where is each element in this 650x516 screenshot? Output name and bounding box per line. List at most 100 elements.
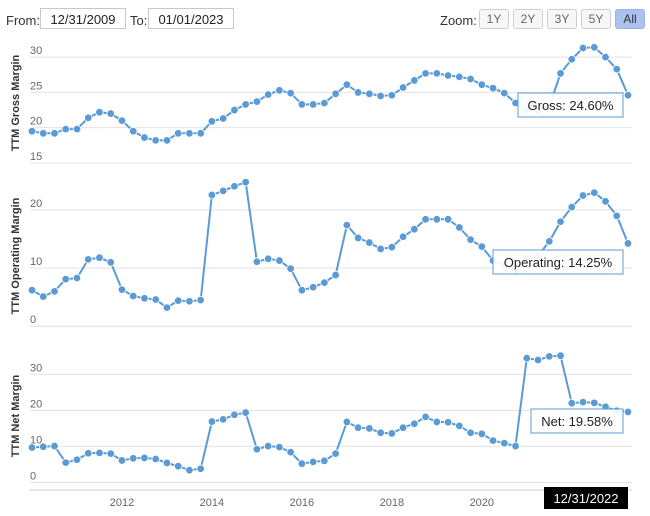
from-label: From: xyxy=(6,13,40,28)
y-tick-label: 25 xyxy=(30,80,42,92)
data-point xyxy=(140,294,149,303)
data-point xyxy=(511,441,520,451)
data-point xyxy=(207,117,217,126)
data-point xyxy=(61,458,70,467)
data-point xyxy=(173,129,183,138)
data-point xyxy=(320,278,329,287)
data-point xyxy=(466,235,475,244)
data-point xyxy=(623,239,633,248)
chart-panel-2: 0 10 20 TTM Operating Margin Operating: 14.2… xyxy=(10,177,633,327)
data-point xyxy=(488,83,498,93)
margin-charts[interactable]: 15 20 25 30 TTM Gross Margin Gross: 24.60% 0 10… xyxy=(0,36,650,516)
zoom-3y-button[interactable]: 3Y xyxy=(547,9,577,29)
data-point xyxy=(331,89,340,99)
tooltip-box xyxy=(530,408,624,434)
data-point xyxy=(140,453,149,463)
data-point xyxy=(601,52,610,62)
data-point xyxy=(173,462,183,471)
data-point xyxy=(162,458,172,468)
data-point xyxy=(443,71,453,80)
from-date-input[interactable]: 12/31/2009 xyxy=(40,8,126,29)
to-label: To: xyxy=(130,13,148,28)
data-point xyxy=(421,412,430,422)
data-point xyxy=(129,454,138,463)
y-tick-label: 30 xyxy=(30,362,42,374)
data-point xyxy=(466,428,475,437)
x-tick-label: 2014 xyxy=(200,497,224,509)
tooltip: Net: 19.58% xyxy=(530,408,624,434)
zoom-1y-button[interactable]: 1Y xyxy=(479,9,509,29)
data-point xyxy=(432,215,442,224)
data-point xyxy=(488,436,498,445)
to-date-input[interactable]: 01/01/2023 xyxy=(148,8,234,29)
data-point xyxy=(331,449,340,458)
data-point xyxy=(218,415,228,424)
data-point xyxy=(545,352,554,361)
data-point xyxy=(578,397,588,407)
data-point xyxy=(477,242,487,251)
tooltip: Gross: 24.60% xyxy=(517,92,624,118)
data-point xyxy=(443,418,453,427)
data-point xyxy=(331,270,340,280)
data-point xyxy=(50,129,59,138)
data-point xyxy=(421,215,430,224)
chart-panel-1: 15 20 25 30 TTM Gross Margin Gross: 24.60% xyxy=(10,43,633,164)
data-point xyxy=(218,186,228,196)
data-point xyxy=(590,43,599,52)
data-point xyxy=(500,438,509,448)
range-toolbar: From: 12/31/2009 To: 01/01/2023 Zoom: 1Y… xyxy=(0,0,650,36)
data-point xyxy=(95,448,104,458)
data-point xyxy=(252,97,262,106)
data-point xyxy=(398,232,408,241)
y-axis-label: TTM Net Margin xyxy=(10,374,22,457)
data-point xyxy=(308,100,318,109)
tooltip-text: Gross: 24.60% xyxy=(528,98,614,113)
data-point xyxy=(466,74,475,84)
data-point xyxy=(151,454,160,464)
data-point xyxy=(27,285,37,295)
data-point xyxy=(230,410,239,419)
data-point xyxy=(196,295,205,305)
data-point xyxy=(376,244,385,254)
data-point xyxy=(84,449,93,458)
tooltip-text: Net: 19.58% xyxy=(541,414,613,429)
data-point xyxy=(117,116,127,125)
data-point xyxy=(320,98,329,108)
data-point xyxy=(27,443,37,452)
data-point xyxy=(500,88,509,98)
data-point xyxy=(443,215,453,224)
data-point xyxy=(61,274,70,284)
zoom-label: Zoom: xyxy=(440,13,477,28)
data-point xyxy=(252,257,262,266)
y-tick-label: 15 xyxy=(30,151,42,163)
zoom-2y-button[interactable]: 2Y xyxy=(513,9,543,29)
data-point xyxy=(230,182,239,191)
data-point xyxy=(129,291,138,301)
y-axis-label: TTM Gross Margin xyxy=(10,54,22,151)
data-point xyxy=(567,399,576,408)
data-point xyxy=(567,202,576,212)
data-point xyxy=(353,88,363,97)
data-point xyxy=(185,297,194,306)
data-point xyxy=(72,124,82,134)
data-point xyxy=(297,285,307,295)
data-point xyxy=(95,107,104,117)
data-point xyxy=(365,238,374,247)
data-point xyxy=(376,91,385,101)
data-point xyxy=(263,90,273,99)
data-point xyxy=(376,428,385,437)
data-point xyxy=(39,442,48,451)
y-tick-label: 30 xyxy=(30,45,42,57)
zoom-all-button[interactable]: All xyxy=(615,9,645,29)
data-point xyxy=(84,113,93,123)
y-tick-label: 0 xyxy=(30,470,36,482)
data-point xyxy=(410,225,419,234)
data-point xyxy=(387,91,397,100)
data-point xyxy=(612,64,621,74)
data-point xyxy=(567,55,576,64)
data-point xyxy=(230,105,239,115)
tooltip-text: Operating: 14.25% xyxy=(504,255,613,270)
data-point xyxy=(106,258,115,267)
tooltip: Operating: 14.25% xyxy=(492,249,624,275)
zoom-5y-button[interactable]: 5Y xyxy=(581,9,611,29)
